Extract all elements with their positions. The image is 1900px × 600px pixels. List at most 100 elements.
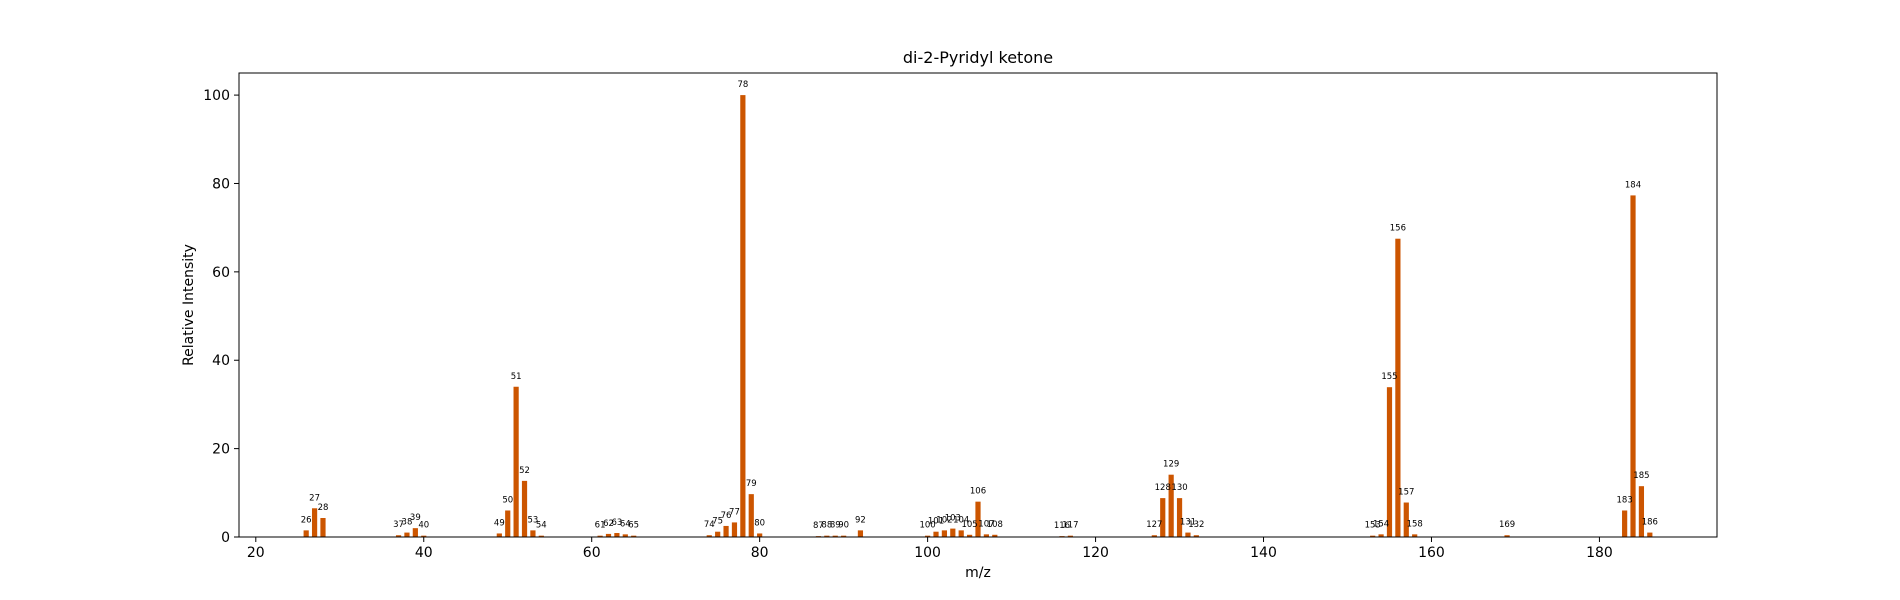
bar-data-label: 38 bbox=[402, 518, 413, 528]
bar-data-label: 92 bbox=[855, 515, 866, 525]
bar-data-label: 28 bbox=[318, 503, 329, 513]
bar-data-label: 49 bbox=[494, 518, 505, 528]
bar-data-label: 61 bbox=[595, 521, 606, 531]
bar bbox=[631, 535, 637, 537]
bar bbox=[513, 386, 519, 537]
bar bbox=[1395, 238, 1401, 537]
x-tick-label: 100 bbox=[914, 545, 941, 561]
bar-data-label: 154 bbox=[1373, 519, 1389, 529]
bar-data-label: 63 bbox=[611, 518, 622, 528]
bar bbox=[538, 535, 544, 537]
bar-data-label: 108 bbox=[987, 520, 1003, 530]
bar bbox=[505, 510, 511, 537]
bar-data-label: 128 bbox=[1155, 483, 1171, 493]
x-tick-label: 40 bbox=[415, 545, 433, 561]
bar-data-label: 88 bbox=[821, 521, 832, 531]
y-tick-label: 0 bbox=[221, 530, 230, 546]
bar bbox=[1160, 498, 1166, 537]
bar bbox=[421, 535, 427, 537]
bar bbox=[983, 534, 989, 537]
bar bbox=[841, 535, 847, 537]
x-tick-label: 20 bbox=[247, 545, 265, 561]
bar-data-label: 80 bbox=[754, 518, 765, 528]
y-axis-label: Relative Intensity bbox=[181, 244, 197, 366]
bar-data-label: 53 bbox=[528, 515, 539, 525]
bar-data-label: 130 bbox=[1171, 483, 1187, 493]
y-tick-label: 20 bbox=[212, 442, 230, 458]
bar-data-label: 169 bbox=[1499, 520, 1515, 530]
bar bbox=[530, 530, 536, 537]
bar bbox=[521, 480, 528, 537]
x-tick-label: 160 bbox=[1418, 545, 1445, 561]
bar-data-label: 132 bbox=[1188, 520, 1204, 530]
bar bbox=[311, 508, 318, 537]
y-tick-label: 40 bbox=[212, 353, 230, 369]
bar-data-label: 87 bbox=[813, 521, 824, 531]
bar-data-label: 185 bbox=[1633, 471, 1649, 481]
x-axis: 20 40 60 80 100 120 140 160 180 bbox=[247, 537, 1613, 561]
bar bbox=[605, 533, 612, 537]
bar-data-label: 77 bbox=[729, 507, 740, 517]
bar-data-label: 79 bbox=[746, 479, 757, 489]
bar bbox=[992, 534, 998, 537]
bar bbox=[496, 533, 502, 537]
bar bbox=[614, 533, 620, 537]
bar-data-label: 90 bbox=[838, 521, 849, 531]
bar bbox=[1622, 510, 1628, 537]
bar bbox=[1067, 535, 1073, 537]
bar bbox=[395, 535, 402, 537]
bar-data-label: 105 bbox=[961, 520, 977, 530]
x-tick-label: 60 bbox=[583, 545, 601, 561]
y-tick-label: 60 bbox=[212, 265, 230, 281]
bar bbox=[303, 530, 309, 537]
bar bbox=[1638, 486, 1645, 537]
bar-data-label: 158 bbox=[1407, 519, 1423, 529]
y-tick-label: 100 bbox=[203, 88, 230, 104]
bar bbox=[1151, 535, 1157, 537]
bar bbox=[857, 530, 864, 537]
bar bbox=[824, 535, 830, 537]
bar bbox=[1403, 502, 1409, 537]
bar-data-label: 102 bbox=[936, 515, 952, 525]
bar-data-label: 26 bbox=[301, 515, 312, 525]
bar bbox=[941, 530, 948, 537]
bar bbox=[320, 518, 326, 537]
bar bbox=[1193, 535, 1199, 537]
x-tick-label: 140 bbox=[1250, 545, 1277, 561]
bar-data-label: 183 bbox=[1617, 495, 1633, 505]
bar bbox=[1630, 195, 1636, 537]
bar bbox=[1504, 535, 1510, 537]
bar-data-label: 155 bbox=[1381, 372, 1397, 382]
bars-group bbox=[303, 95, 1653, 537]
bar-data-label: 74 bbox=[704, 520, 715, 530]
bar-data-label: 100 bbox=[919, 521, 935, 531]
bar bbox=[1412, 534, 1418, 537]
bar bbox=[412, 528, 418, 537]
plot-frame bbox=[238, 72, 1718, 538]
bar-data-label: 54 bbox=[536, 521, 547, 531]
bar bbox=[748, 494, 754, 537]
bar bbox=[757, 533, 763, 537]
bar bbox=[933, 531, 939, 537]
bar bbox=[1168, 474, 1174, 537]
bar bbox=[975, 501, 981, 537]
bar-data-label: 65 bbox=[628, 521, 639, 531]
x-axis-label: m/z bbox=[965, 565, 991, 581]
bar-data-label: 89 bbox=[830, 521, 841, 531]
bar bbox=[1386, 387, 1393, 537]
chart-title: di-2-Pyridyl ketone bbox=[903, 48, 1053, 67]
bar-data-label: 76 bbox=[721, 511, 732, 521]
bar bbox=[740, 95, 746, 537]
bar-data-label: 75 bbox=[712, 517, 723, 527]
bar bbox=[925, 535, 931, 537]
bar bbox=[404, 532, 410, 537]
bar bbox=[1185, 532, 1191, 537]
bar bbox=[1176, 498, 1183, 537]
bar bbox=[597, 535, 603, 537]
bar-data-label: 131 bbox=[1180, 518, 1196, 528]
y-tick-label: 80 bbox=[212, 176, 230, 192]
bar bbox=[950, 528, 956, 537]
bar bbox=[622, 534, 628, 537]
